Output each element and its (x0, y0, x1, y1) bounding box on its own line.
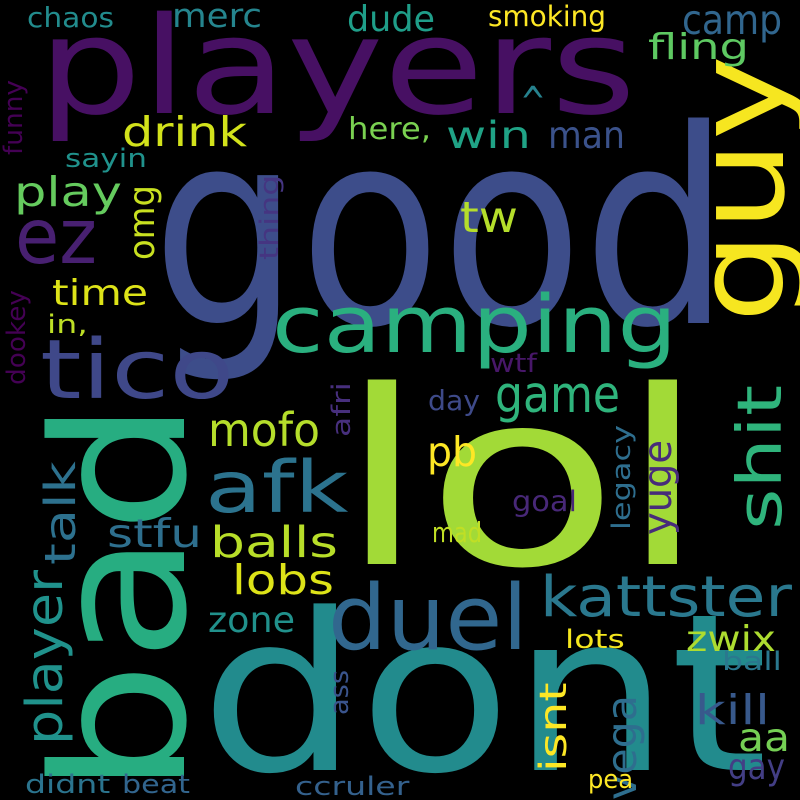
cloud-word: zwix (686, 619, 777, 660)
cloud-word: fling (648, 27, 750, 68)
cloud-word: omg (122, 184, 163, 260)
cloud-word: camping (272, 278, 678, 371)
cloud-word: aa (738, 716, 791, 761)
cloud-word: gay (728, 747, 786, 788)
cloud-word: mofo (208, 403, 321, 457)
cloud-word: mad (432, 517, 483, 549)
cloud-word: ^ (520, 78, 546, 128)
cloud-word: drink (122, 108, 248, 156)
cloud-word: ez (15, 193, 98, 282)
cloud-word: funny (0, 79, 29, 155)
cloud-word: play (14, 168, 123, 216)
cloud-word: tico (40, 323, 235, 418)
cloud-word: ccruler (295, 772, 410, 800)
cloud-word: afk (205, 446, 349, 529)
cloud-word: duel (328, 567, 529, 671)
cloud-word: kattster (540, 565, 793, 630)
cloud-word: merc (172, 0, 263, 35)
cloud-word: yuge (636, 439, 681, 535)
cloud-word: didnt (25, 770, 111, 800)
cloud-word: beat (122, 770, 191, 800)
cloud-word: players (38, 0, 637, 145)
cloud-word: time (52, 273, 149, 314)
cloud-word: balls (210, 518, 339, 568)
cloud-word: in, (47, 310, 88, 340)
cloud-word: good (152, 72, 731, 387)
cloud-word: player (16, 569, 75, 745)
cloud-word: tw (460, 193, 519, 243)
cloud-word: camp (682, 0, 783, 44)
cloud-word: win (446, 113, 531, 157)
cloud-word: sayin (65, 144, 148, 174)
cloud-word: lobs (232, 556, 335, 604)
cloud-word: guy (669, 54, 800, 324)
cloud-word: day (428, 385, 481, 417)
cloud-word: dont (200, 566, 769, 800)
cloud-word: goal (512, 484, 578, 518)
cloud-word: man (548, 113, 626, 157)
cloud-word: ass (325, 669, 355, 715)
cloud-word: dookey (2, 289, 32, 385)
cloud-word: pb (427, 428, 478, 476)
cloud-word: game (495, 366, 621, 425)
cloud-word: afri (327, 382, 357, 437)
cloud-word: legacy (607, 424, 637, 530)
cloud-word: stfu (107, 512, 203, 557)
cloud-word: dude (347, 0, 436, 40)
cloud-word: thing (255, 174, 285, 260)
cloud-word: kill (695, 686, 770, 734)
cloud-word: isnt (531, 682, 575, 772)
cloud-word: pea (588, 765, 634, 795)
cloud-word: shit (725, 384, 796, 530)
cloud-word: talk (36, 461, 86, 565)
cloud-word: chaos (27, 2, 115, 34)
cloud-word: zone (208, 600, 296, 641)
cloud-word: lots (565, 625, 625, 655)
cloud-word: here, (348, 112, 432, 147)
cloud-word: smoking (488, 0, 607, 33)
cloud-word: wtf (490, 349, 538, 379)
cloud-word: lol (338, 340, 707, 622)
cloud-word: ball (722, 647, 782, 677)
